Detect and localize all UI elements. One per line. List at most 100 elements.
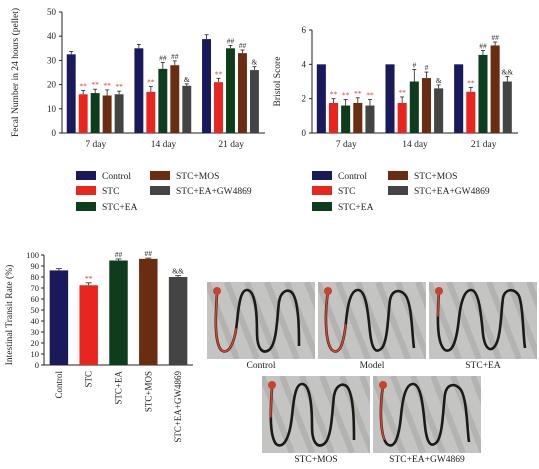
bar-stc-ea-7-day <box>341 105 351 133</box>
bar-stc-mos-7-day <box>353 102 363 133</box>
y-tick-label: 30 <box>31 327 40 337</box>
y-tick-label: 70 <box>31 283 40 293</box>
y-tick-label: 40 <box>31 316 40 326</box>
photo-texture <box>318 282 351 359</box>
legend-label-stc: STC <box>338 187 355 197</box>
bar-control-7-day <box>66 54 76 133</box>
intestine-tract-image <box>429 282 537 359</box>
photo-caption-stc-mos: STC+MOS <box>294 455 338 465</box>
y-tick-label: 80 <box>31 272 40 282</box>
legend-label-stc-ea-gw4869: STC+EA+GW4869 <box>176 187 252 197</box>
photo-texture <box>359 376 370 405</box>
y-tick-label: 2 <box>302 94 307 104</box>
bar-stc-ea-21-day <box>478 54 488 134</box>
x-tick-label: 21 day <box>218 140 244 150</box>
bar-control <box>49 270 69 365</box>
significance-label: ## <box>239 41 247 50</box>
x-tick-label: 21 day <box>471 140 497 150</box>
legend-label-stc-ea: STC+EA <box>102 203 138 213</box>
photo-texture <box>415 282 426 311</box>
y-tick-label: 40 <box>47 31 57 41</box>
significance-label: ** <box>85 274 93 283</box>
bar-control-21-day <box>202 39 212 133</box>
bar-stc-ea-gw4869 <box>168 277 188 365</box>
y-tick-label: 20 <box>47 80 57 90</box>
photo-caption-model: Model <box>359 361 385 371</box>
significance-label: ## <box>159 54 167 63</box>
legend-label-stc-ea: STC+EA <box>338 203 374 213</box>
photo-texture <box>224 282 260 359</box>
significance-label: ** <box>147 78 155 87</box>
significance-label: ** <box>398 88 406 97</box>
x-tick-label: Control <box>54 371 64 399</box>
bar-stc-ea-gw4869-14-day <box>434 88 444 133</box>
legend-label-control: Control <box>338 172 367 182</box>
significance-label: ** <box>115 82 123 91</box>
legend-label-stc-mos: STC+MOS <box>176 172 219 182</box>
significance-label: ** <box>91 80 99 89</box>
stomach-marker <box>268 381 276 389</box>
legend-fecal: Control STC+MOS STC STC+EA+GW4869 STC+EA <box>76 171 252 213</box>
significance-label: ** <box>330 90 338 99</box>
significance-label: && <box>172 267 184 276</box>
bar-control-21-day <box>454 64 464 133</box>
significance-label: ** <box>103 81 111 90</box>
significance-label: ## <box>491 33 499 42</box>
y-tick-label: 90 <box>31 261 40 271</box>
photo-texture <box>319 376 355 453</box>
significance-label: ** <box>215 69 223 78</box>
legend-swatch-stc-ea-gw4869 <box>150 186 170 195</box>
bar-stc-ea-gw4869-21-day <box>249 70 259 133</box>
legend-swatch-stc-ea <box>76 202 96 211</box>
photo-texture <box>264 282 300 359</box>
x-tick-label: STC <box>84 371 94 388</box>
bar-stc-mos-7-day <box>102 95 112 133</box>
legend-swatch-stc <box>312 186 332 195</box>
significance-label: ** <box>467 79 475 88</box>
y-tick-label: 10 <box>31 349 40 359</box>
stomach-marker <box>324 287 332 295</box>
y-tick-label: 4 <box>302 59 307 69</box>
y-tick-label: 50 <box>31 305 40 315</box>
bar-control-7-day <box>316 64 326 133</box>
red-marker-segment <box>325 289 415 353</box>
legend-label-stc-mos: STC+MOS <box>414 172 457 182</box>
photo-texture <box>526 282 537 311</box>
x-tick-label: 7 day <box>336 140 357 150</box>
y-tick-label: 100 <box>26 250 39 260</box>
bar-control-14-day <box>385 64 395 133</box>
significance-label: & <box>184 75 190 84</box>
photo-texture <box>446 282 482 359</box>
x-tick-label: 7 day <box>85 140 106 150</box>
legend-label-stc: STC <box>102 187 119 197</box>
intestine-path <box>379 382 471 447</box>
intestine-path <box>436 288 527 352</box>
bar-stc-7-day <box>78 94 88 133</box>
x-tick-label: STC+EA+GW4869 <box>173 371 183 443</box>
bar-stc-14-day <box>146 91 156 133</box>
significance-label: & <box>252 58 258 67</box>
bar-stc-mos-21-day <box>490 45 500 134</box>
x-tick-label: 14 day <box>151 140 177 150</box>
bar-stc-14-day <box>397 102 407 133</box>
y-tick-label: 50 <box>47 7 57 17</box>
stomach-marker <box>379 381 387 389</box>
significance-label: ** <box>354 89 362 98</box>
intestine-path <box>269 382 356 447</box>
photo-texture <box>304 282 315 311</box>
legend-swatch-control <box>312 171 332 180</box>
photo-caption-stc-ea-gw4869: STC+EA+GW4869 <box>389 455 465 465</box>
legend-bristol: Control STC+MOS STC STC+EA+GW4869 STC+EA <box>312 171 490 213</box>
photo-texture <box>450 376 481 453</box>
photo-caption-control: Control <box>246 361 276 371</box>
photo-texture <box>373 376 406 453</box>
y-tick-label: 20 <box>31 338 40 348</box>
bar-stc-ea-gw4869-7-day <box>365 105 375 133</box>
significance-label: ## <box>171 52 179 61</box>
intestine-tract-image <box>318 282 426 359</box>
bar-stc-ea-gw4869-21-day <box>502 81 512 133</box>
photo-stc-ea <box>429 282 537 359</box>
bar-stc-21-day <box>466 91 476 133</box>
photo-model <box>318 282 426 359</box>
